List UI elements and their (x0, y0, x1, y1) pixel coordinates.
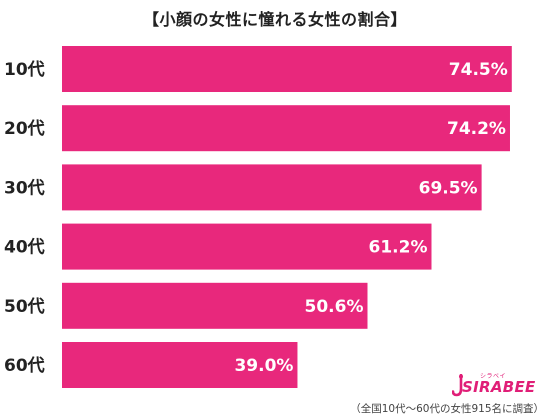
bar-value-label: 39.0% (234, 356, 293, 376)
category-label: 10代 (4, 59, 45, 80)
hook-icon (452, 374, 463, 397)
category-label: 50代 (4, 296, 45, 317)
category-label: 60代 (4, 355, 45, 376)
logo-text: SIRABEE (462, 378, 536, 396)
bar (62, 342, 298, 388)
category-label: 30代 (4, 177, 45, 198)
category-label: 40代 (4, 237, 45, 258)
category-label: 20代 (4, 118, 45, 139)
bar (62, 223, 432, 270)
bar (62, 164, 482, 211)
bar (62, 282, 368, 329)
bar-value-label: 74.2% (447, 119, 506, 139)
chart-title: 【小顔の女性に憧れる女性の割合】 (142, 10, 407, 29)
bar-value-label: 74.5% (449, 60, 508, 80)
bar-value-label: 50.6% (305, 297, 364, 317)
bar (62, 46, 512, 92)
bar-value-label: 61.2% (369, 238, 428, 258)
bar (62, 105, 510, 152)
sirabee-logo: シラベイ SIRABEE (452, 373, 544, 398)
survey-footnote: （全国10代～60代の女性915名に調査） (350, 403, 544, 415)
bar-value-label: 69.5% (419, 178, 478, 198)
logo-subtext: シラベイ (480, 373, 507, 380)
